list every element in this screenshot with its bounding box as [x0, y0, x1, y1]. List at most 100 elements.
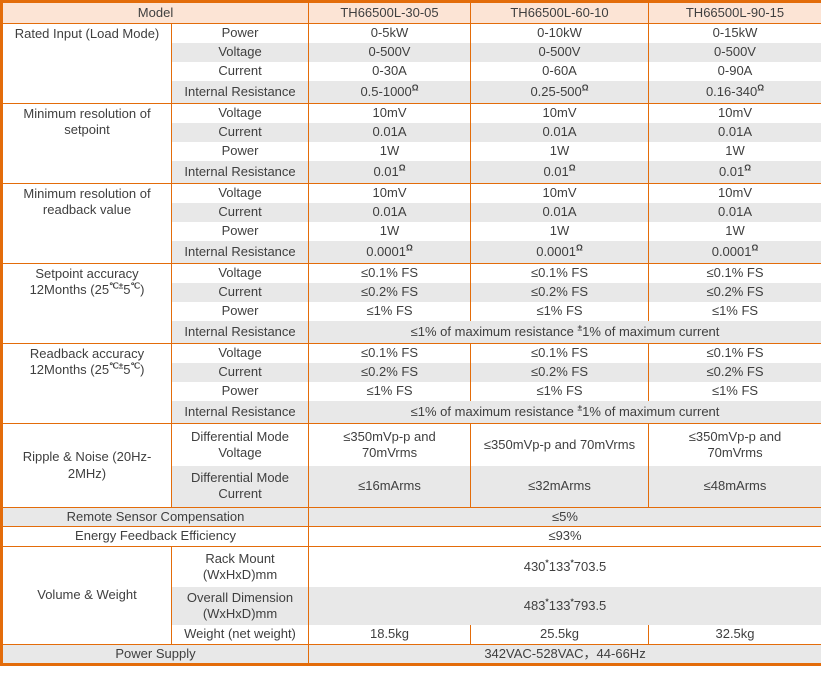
- spec-value: 0-500V: [648, 42, 821, 62]
- spec-value: 18.5kg: [308, 625, 471, 644]
- section-energy-feedback: Energy Feedback Efficiency ≤93%: [0, 526, 821, 546]
- table-row: Voltage 0-500V 0-500V 0-500V: [2, 42, 821, 62]
- table-row: Internal Resistance 0.01Ω 0.01Ω 0.01Ω: [2, 160, 821, 184]
- table-row: Current ≤0.2% FS ≤0.2% FS ≤0.2% FS: [2, 362, 821, 382]
- spec-value: 0.01A: [308, 122, 471, 142]
- spec-value: 10mV: [470, 183, 649, 203]
- spec-value: ≤0.2% FS: [308, 362, 471, 382]
- spec-value: 0-15kW: [648, 23, 821, 43]
- spec-value: 0-60A: [470, 61, 649, 81]
- param-label: Power: [170, 23, 309, 43]
- section-setpoint-accuracy: Setpoint accuracy 12Months (25℃±5℃) Volt…: [1, 263, 821, 344]
- spec-value: 0.01Ω: [648, 160, 821, 184]
- spec-value-span: ≤93%: [308, 526, 821, 546]
- spec-value: 10mV: [308, 183, 471, 203]
- param-label: Current: [170, 61, 309, 81]
- spec-value: 1W: [648, 141, 821, 161]
- spec-value-span: ≤1% of maximum resistance ±1% of maximum…: [308, 320, 821, 344]
- section-remote-sensor: Remote Sensor Compensation ≤5%: [0, 506, 821, 527]
- spec-value: 0-30A: [308, 61, 471, 81]
- param-label: Voltage: [170, 183, 309, 203]
- spec-value: 0.5-1000Ω: [308, 80, 471, 104]
- spec-value: 0-500V: [470, 42, 649, 62]
- spec-value: 0.01A: [648, 202, 821, 222]
- section-rated-input: Rated Input (Load Mode) Power 0-5kW 0-10…: [1, 23, 821, 104]
- table-row: Current 0.01A 0.01A 0.01A: [2, 202, 821, 222]
- spec-value: 0.0001Ω: [470, 240, 649, 264]
- param-label: Internal Resistance: [170, 160, 309, 184]
- param-label: Weight (net weight): [170, 625, 309, 644]
- spec-value: ≤0.2% FS: [648, 362, 821, 382]
- table-row: Energy Feedback Efficiency ≤93%: [0, 526, 821, 546]
- spec-value: 10mV: [470, 103, 649, 123]
- table-row: Remote Sensor Compensation ≤5%: [0, 506, 821, 527]
- spec-value: ≤0.1% FS: [470, 343, 649, 363]
- table-row: Minimum resolution of setpoint Voltage 10…: [1, 103, 821, 184]
- table-row: Weight (net weight) 18.5kg 25.5kg 32.5kg: [2, 625, 821, 644]
- table-row: Current 0.01A 0.01A 0.01A: [2, 122, 821, 142]
- param-label: Rack Mount (WxHxD)mm: [170, 545, 309, 587]
- spec-value: ≤1% FS: [648, 381, 821, 401]
- spec-value: 0.01A: [470, 202, 649, 222]
- spec-value: 1W: [470, 221, 649, 241]
- section-readback-resolution: Minimum resolution of readback value Volt…: [1, 183, 821, 264]
- section-setpoint-resolution: Minimum resolution of setpoint Voltage 10…: [1, 103, 821, 184]
- spec-value: ≤1% FS: [470, 381, 649, 401]
- spec-value: ≤1% FS: [308, 381, 471, 401]
- spec-value-span: 342VAC-528VAC，44-66Hz: [308, 643, 821, 665]
- spec-value: ≤0.1% FS: [648, 263, 821, 283]
- param-label: Internal Resistance: [170, 80, 309, 104]
- spec-value: ≤0.2% FS: [308, 282, 471, 302]
- spec-value-span: ≤1% of maximum resistance ±1% of maximum…: [308, 400, 821, 424]
- param-label: Current: [170, 282, 309, 302]
- spec-value: ≤0.1% FS: [470, 263, 649, 283]
- param-label: Overall Dimension (WxHxD)mm: [170, 587, 309, 625]
- section-power-supply: Power Supply 342VAC-528VAC，44-66Hz: [0, 643, 821, 665]
- table-row: Internal Resistance ≤1% of maximum resis…: [2, 400, 821, 424]
- spec-value: 0.0001Ω: [648, 240, 821, 264]
- spec-value: 1W: [648, 221, 821, 241]
- param-label: Current: [170, 202, 309, 222]
- param-label: Differential Mode Voltage: [170, 423, 309, 466]
- table-row: Ripple & Noise (20Hz-2MHz) Differential …: [1, 423, 821, 508]
- section-label-setpoint-resolution: Minimum resolution of setpoint: [1, 103, 172, 184]
- spec-value: 10mV: [308, 103, 471, 123]
- section-label-line2: 12Months (25℃±5℃): [29, 360, 145, 378]
- spec-value: ≤1% FS: [648, 301, 821, 321]
- param-label: Differential Mode Current: [170, 465, 309, 508]
- table-row: Readback accuracy 12Months (25℃±5℃) Volt…: [1, 343, 821, 424]
- param-label: Voltage: [170, 343, 309, 363]
- table-row: Minimum resolution of readback value Volt…: [1, 183, 821, 264]
- spec-value: 0-10kW: [470, 23, 649, 43]
- table-row: Power ≤1% FS ≤1% FS ≤1% FS: [2, 301, 821, 321]
- param-label: Current: [170, 122, 309, 142]
- param-label: Power: [170, 381, 309, 401]
- table-row: Power Supply 342VAC-528VAC，44-66Hz: [0, 643, 821, 665]
- param-label: Internal Resistance: [170, 320, 309, 344]
- param-label: Voltage: [170, 103, 309, 123]
- spec-value: ≤0.1% FS: [308, 343, 471, 363]
- param-label: Current: [170, 362, 309, 382]
- spec-value: 0.25-500Ω: [470, 80, 649, 104]
- section-ripple-noise: Ripple & Noise (20Hz-2MHz) Differential …: [1, 423, 821, 508]
- spec-value: 25.5kg: [470, 625, 649, 644]
- spec-value: 1W: [470, 141, 649, 161]
- spec-value: 0.01A: [308, 202, 471, 222]
- section-label-line1: Setpoint accuracy: [35, 266, 139, 281]
- param-label: Power: [170, 141, 309, 161]
- table-row: Internal Resistance ≤1% of maximum resis…: [2, 320, 821, 344]
- spec-value: 0.0001Ω: [308, 240, 471, 264]
- section-label-setpoint-accuracy: Setpoint accuracy 12Months (25℃±5℃): [1, 263, 172, 344]
- spec-value: 0-5kW: [308, 23, 471, 43]
- table-row: Internal Resistance 0.0001Ω 0.0001Ω 0.00…: [2, 240, 821, 264]
- spec-value: ≤0.2% FS: [470, 282, 649, 302]
- model-column-header-1: TH66500L-30-05: [308, 1, 471, 24]
- spec-value-span: ≤5%: [308, 506, 821, 527]
- param-label: Power: [170, 221, 309, 241]
- spec-value: ≤350mVp-p and 70mVrms: [470, 423, 649, 466]
- remote-sensor-label: Remote Sensor Compensation: [0, 506, 309, 527]
- table-row: Volume & Weight Rack Mount (WxHxD)mm 430…: [1, 545, 821, 644]
- table-row: Power 1W 1W 1W: [2, 141, 821, 161]
